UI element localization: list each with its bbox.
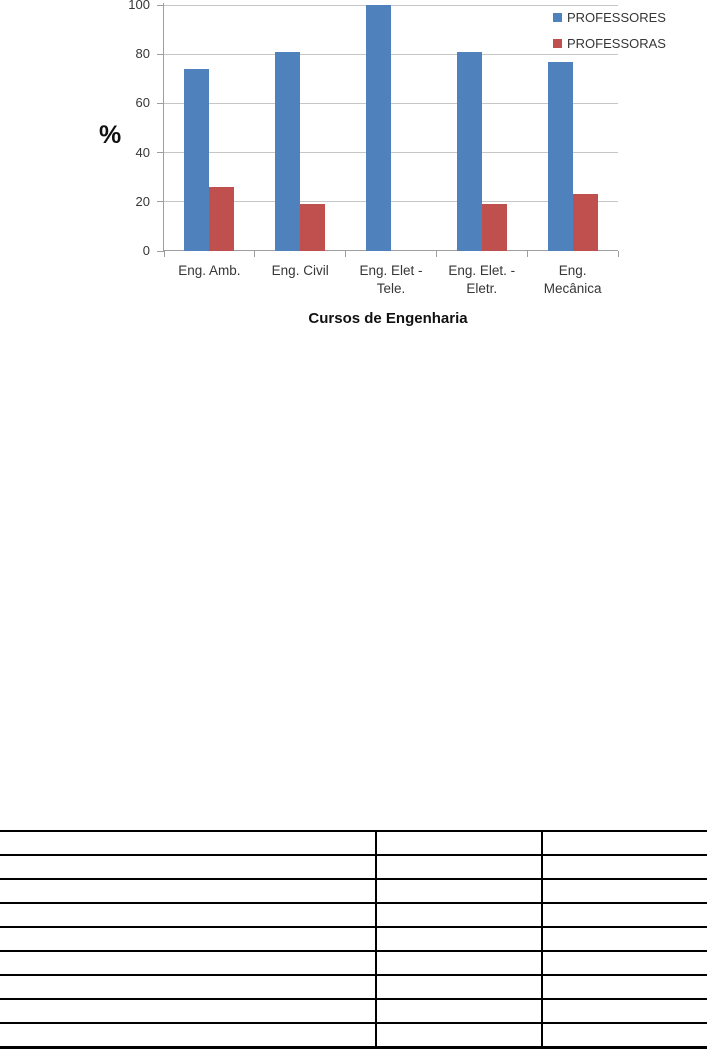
empty-table-body (0, 830, 707, 1049)
bar-professores (366, 5, 391, 251)
gridline-20 (164, 201, 618, 203)
x-tick-mark (345, 251, 347, 257)
table-cell (541, 830, 707, 855)
legend-swatch-professores (553, 12, 562, 22)
x-tick-mark (254, 251, 256, 257)
x-axis-title: Cursos de Engenharia (308, 310, 468, 327)
bar-professores (547, 62, 573, 251)
legend-label-professores: PROFESSORES (567, 9, 666, 25)
legend-swatch-professoras (553, 38, 562, 48)
legend-item-professoras: PROFESSORAS (553, 35, 666, 51)
x-axis-line (164, 250, 618, 251)
bar-professoras (481, 204, 507, 251)
table-cell (375, 830, 542, 855)
bar-professoras (209, 187, 235, 251)
x-category-label: Eng. Civil (271, 263, 329, 278)
table-cell (541, 926, 707, 951)
y-axis-title: % (99, 121, 122, 149)
y-tick-label: 100 (128, 0, 150, 12)
table-row (0, 950, 707, 975)
y-tick-mark (157, 250, 164, 252)
gridline-100 (164, 4, 618, 6)
gridline-80 (164, 53, 618, 55)
table-cell (375, 926, 542, 951)
table-cell (0, 1022, 376, 1049)
table-cell (541, 998, 707, 1023)
y-tick-mark (157, 102, 164, 104)
table-cell (0, 854, 376, 879)
bar-professores (184, 69, 210, 251)
table-cell (0, 878, 376, 903)
y-axis-line (163, 3, 164, 252)
table-cell (375, 878, 542, 903)
table-row (0, 926, 707, 951)
table-row (0, 878, 707, 903)
table-cell (0, 830, 376, 855)
x-category-label: Eng. Mecânica (543, 263, 602, 296)
table-cell (541, 878, 707, 903)
x-tick-mark (617, 251, 619, 257)
y-tick-label: 40 (135, 144, 150, 160)
table-cell (375, 1022, 542, 1049)
table-cell (375, 998, 542, 1023)
table-cell (541, 902, 707, 927)
y-tick-label: 0 (142, 243, 150, 258)
y-tick-mark (157, 201, 164, 203)
x-category-label: Eng. Amb. (178, 263, 241, 278)
y-tick-mark (157, 4, 164, 6)
table-cell (541, 950, 707, 975)
table-cell (541, 974, 707, 999)
table-row (0, 854, 707, 879)
table-cell (541, 854, 707, 879)
gridline-60 (164, 102, 618, 104)
table-row (0, 830, 707, 855)
table-row (0, 902, 707, 927)
table-cell (0, 926, 376, 951)
x-tick-mark (163, 251, 165, 257)
chart-legend: PROFESSORES PROFESSORAS (553, 9, 666, 61)
bar-professores (456, 52, 482, 251)
bar-professores (275, 52, 301, 251)
x-tick-mark (526, 251, 528, 257)
table-cell (0, 974, 376, 999)
table-row (0, 974, 707, 999)
legend-item-professores: PROFESSORES (553, 9, 666, 25)
table-cell (375, 902, 542, 927)
y-tick-mark (157, 53, 164, 55)
y-tick-label: 80 (135, 46, 150, 62)
table-cell (0, 998, 376, 1023)
table-cell (541, 1022, 707, 1049)
y-tick-label: 60 (135, 95, 150, 111)
bar-professoras (572, 194, 598, 251)
x-category-label: Eng. Elet - Tele. (359, 263, 423, 296)
table-cell (375, 974, 542, 999)
table-row (0, 1022, 707, 1049)
bar-chart-professores-professoras: % PROFESSORES PROFESSORAS Cursos de Enge… (0, 0, 707, 345)
legend-label-professoras: PROFESSORAS (567, 35, 666, 51)
table-cell (375, 854, 542, 879)
bar-professoras (300, 204, 326, 251)
empty-table (0, 830, 707, 1049)
table-cell (0, 950, 376, 975)
table-cell (0, 902, 376, 927)
y-tick-label: 20 (135, 193, 150, 209)
gridline-40 (164, 152, 618, 154)
table-cell (375, 950, 542, 975)
table-row (0, 998, 707, 1023)
x-category-label: Eng. Elet. - Eletr. (448, 263, 516, 296)
y-tick-mark (157, 152, 164, 154)
x-tick-mark (435, 251, 437, 257)
